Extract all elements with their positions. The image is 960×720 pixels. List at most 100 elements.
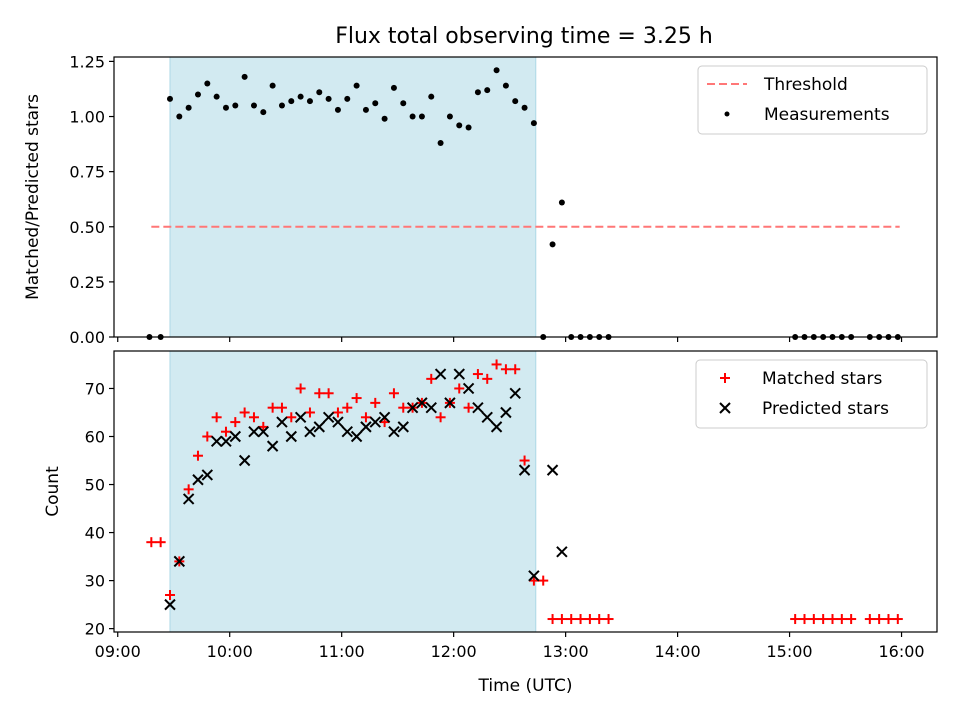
matched-stars-point (398, 402, 409, 413)
measurements-point (250, 102, 257, 109)
matched-stars-point (836, 614, 847, 625)
y-tick-label: 40 (85, 524, 105, 543)
matched-stars-point (164, 590, 175, 601)
y-tick-label: 1.25 (69, 52, 105, 71)
measurements-point (558, 199, 565, 206)
legend-predicted-label: Predicted stars (762, 399, 889, 419)
y-tick-label: 0.00 (69, 328, 105, 347)
predicted-stars-point (266, 440, 279, 452)
matched-stars-point (594, 614, 605, 625)
matched-stars-point (183, 484, 194, 495)
matched-stars-point (248, 412, 259, 423)
measurements-point (456, 122, 463, 129)
y-tick-label: 60 (85, 428, 105, 447)
matched-stars-point (388, 388, 399, 399)
matched-stars-point (323, 388, 334, 399)
predicted-stars-point (341, 425, 353, 438)
matched-stars-point (379, 417, 390, 428)
matched-stars-point (519, 455, 530, 466)
matched-stars-point (827, 614, 838, 625)
measurements-point (530, 120, 537, 127)
legend-threshold-label: Threshold (763, 75, 848, 95)
ratio-shaded-span (169, 56, 537, 338)
predicted-stars-point (397, 421, 409, 433)
ratio-y-ticks: 0.00 0.25 0.50 0.75 1.00 1.25 (69, 52, 114, 347)
x-tick-label: 16:00 (878, 642, 924, 661)
measurements-point (325, 95, 332, 102)
matched-stars-point (818, 614, 829, 625)
matched-stars-point (874, 614, 885, 625)
predicted-stars-point (416, 397, 428, 409)
predicted-stars-point (304, 425, 316, 438)
matched-stars-point (799, 614, 810, 625)
measurements-point (474, 89, 481, 96)
predicted-stars-point (201, 469, 214, 481)
measurements-point (297, 93, 304, 100)
matched-stars-point (510, 364, 521, 375)
count-y-ticks: 20 30 40 50 60 70 (85, 379, 114, 639)
legend-measurements-swatch (724, 111, 730, 117)
measurements-point (521, 104, 528, 111)
matched-stars-point (538, 575, 549, 586)
predicted-stars-point (546, 464, 559, 476)
measurements-point (362, 106, 369, 113)
x-tick-label: 11:00 (319, 642, 365, 661)
matched-stars-point (846, 614, 857, 625)
predicted-stars-point (360, 421, 372, 433)
y-tick-label: 70 (85, 379, 105, 398)
matched-stars-point (435, 412, 446, 423)
matched-stars-point (286, 412, 297, 423)
predicted-stars-point (528, 570, 540, 582)
ratio-plot-frame (113, 56, 938, 338)
count-legend: Matched stars Predicted stars (695, 359, 928, 429)
predicted-stars-point (164, 598, 176, 611)
legend-matched-swatch (720, 373, 730, 383)
predicted-stars-point (444, 397, 456, 409)
measurements-point (306, 98, 313, 105)
matched-stars-point (342, 402, 353, 413)
measurements-point (269, 82, 276, 89)
predicted-stars-point (500, 406, 512, 419)
matched-stars-point (500, 364, 511, 375)
matched-stars-point (528, 575, 539, 586)
predicted-stars-point (462, 382, 475, 395)
matched-stars-point (472, 369, 483, 380)
predicted-stars-point (276, 416, 288, 428)
matched-stars-point (276, 402, 287, 413)
count-x-ticks: 09:00 10:00 11:00 12:00 13:00 14:00 15:00 16:00 (95, 632, 925, 661)
measurements-point (493, 67, 500, 74)
matched-stars-point (491, 359, 502, 370)
matched-stars-point (566, 614, 577, 625)
measurements-point (418, 113, 425, 120)
matched-stars-point (454, 383, 465, 394)
ratio-y-axis-label: Matched/Predicted stars (23, 94, 43, 300)
matched-stars-point (603, 614, 614, 625)
predicted-stars-point (518, 464, 531, 476)
matched-stars-point (211, 412, 222, 423)
matched-stars-point (220, 426, 231, 437)
matched-stars-point (295, 383, 306, 394)
predicted-stars-point (481, 411, 493, 423)
measurements-point (372, 100, 379, 107)
matched-stars-point (332, 407, 343, 418)
predicted-stars-point (453, 368, 465, 380)
measurements-point (334, 106, 341, 113)
matched-stars-point (482, 373, 493, 384)
measurements-point (166, 95, 173, 102)
predicted-stars-point (229, 430, 242, 443)
predicted-stars-point (425, 401, 437, 414)
matched-stars-point (155, 537, 166, 548)
matched-stars-point (314, 388, 325, 399)
ratio-panel: 0.00 0.25 0.50 0.75 1.00 1.25 Matched/Predict… (23, 52, 938, 347)
measurements-point (260, 109, 267, 116)
measurements-point (241, 73, 248, 80)
x-tick-label: 13:00 (543, 642, 589, 661)
matched-stars-point (808, 614, 819, 625)
matched-stars-point (370, 397, 381, 408)
matched-stars-point (426, 373, 437, 384)
matched-stars-point (304, 407, 315, 418)
matched-stars-point (202, 431, 213, 442)
predicted-stars-point (388, 425, 400, 438)
count-plot-frame (113, 350, 938, 633)
